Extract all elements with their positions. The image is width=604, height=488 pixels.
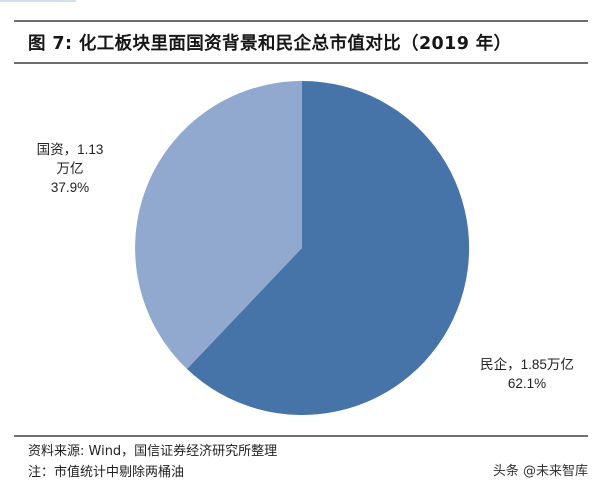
source-note: 资料来源: Wind，国信证券经济研究所整理 <box>28 444 278 459</box>
title-bottom-rule <box>14 62 588 64</box>
figure-title: 图 7: 化工板块里面国资背景和民企总市值对比（2019 年） <box>28 34 512 54</box>
title-top-rule <box>14 20 588 22</box>
watermark: 头条 @未来智库 <box>492 464 588 479</box>
footnote: 注：市值统计中剔除两桶油 <box>28 465 185 480</box>
data-label-state-owned: 国资，1.13 万亿 37.9% <box>20 140 120 197</box>
pie-slice-state-owned <box>135 81 302 369</box>
footer-rule <box>14 435 588 437</box>
state-owned-name-value: 国资，1.13 <box>36 142 104 157</box>
state-owned-percent: 37.9% <box>50 180 90 195</box>
private-percent: 62.1% <box>507 376 547 391</box>
state-owned-unit: 万亿 <box>56 161 84 176</box>
data-label-private: 民企，1.85万亿 62.1% <box>462 355 592 393</box>
pie-slice-private <box>187 80 470 415</box>
top-decorative-strip <box>0 0 76 2</box>
private-name-value: 民企，1.85万亿 <box>480 357 574 372</box>
